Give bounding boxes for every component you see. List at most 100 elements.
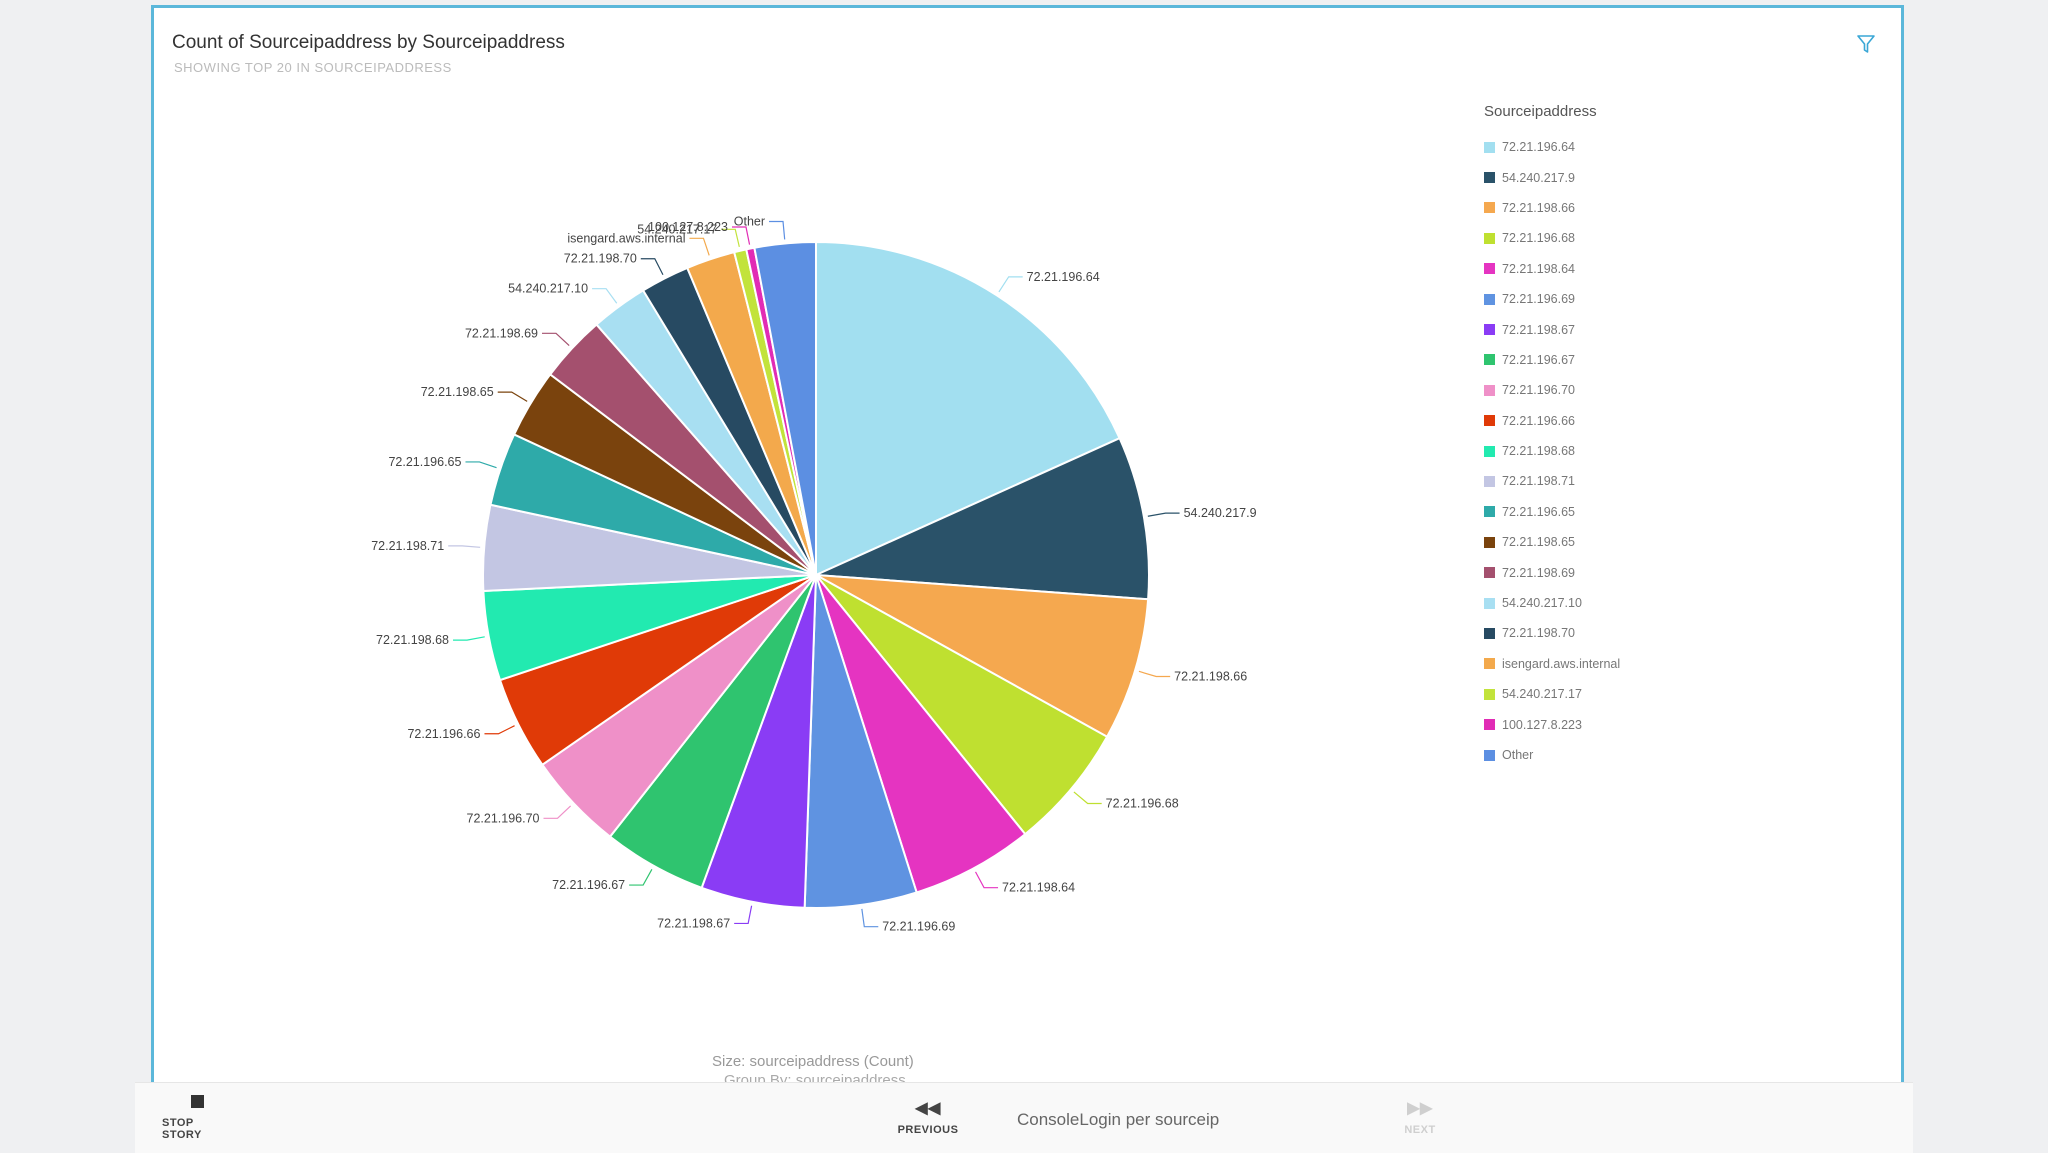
- legend: Sourceipaddress 72.21.196.64 54.240.217.9…: [1484, 103, 1620, 770]
- legend-label: isengard.aws.internal: [1502, 656, 1621, 671]
- slice-leader-line: [543, 805, 572, 819]
- pie-slice[interactable]: [815, 436, 1150, 601]
- next-button[interactable]: ▶▶ NEXT: [1390, 1083, 1450, 1153]
- legend-item[interactable]: Other: [1484, 740, 1620, 770]
- legend-swatch: [1484, 719, 1495, 731]
- slice-leader-line: [1138, 670, 1171, 678]
- slice-label: 72.21.198.68: [376, 633, 449, 647]
- slice-label: 72.21.196.68: [1106, 797, 1179, 811]
- legend-title: Sourceipaddress: [1484, 103, 1597, 120]
- story-footer: STOP STORY ◀◀ PREVIOUS ▶▶ NEXT: [135, 1082, 1913, 1153]
- legend-items: 72.21.196.64 54.240.217.9 72.21.198.66 72.2…: [1484, 132, 1620, 770]
- slice-leader-line: [861, 908, 879, 928]
- slice-leader-line: [448, 545, 481, 548]
- pie-slice[interactable]: [815, 574, 1150, 739]
- legend-label: 100.127.8.223: [1502, 717, 1582, 732]
- legend-item[interactable]: 72.21.198.69: [1484, 557, 1620, 587]
- legend-label: 72.21.196.67: [1502, 352, 1575, 367]
- pie-slice[interactable]: [815, 574, 1027, 894]
- slice-label: 100.127.8.223: [648, 220, 728, 234]
- legend-label: 72.21.198.64: [1502, 261, 1575, 276]
- legend-swatch: [1484, 445, 1495, 457]
- legend-item[interactable]: 72.21.198.66: [1484, 193, 1620, 223]
- legend-swatch: [1484, 202, 1495, 214]
- slice-label: isengard.aws.internal: [567, 231, 685, 245]
- legend-swatch: [1484, 263, 1495, 275]
- slice-label: 72.21.198.65: [421, 385, 494, 399]
- legend-swatch: [1484, 536, 1495, 548]
- slice-label: 72.21.198.67: [657, 916, 730, 930]
- legend-item[interactable]: 72.21.198.67: [1484, 314, 1620, 344]
- legend-swatch: [1484, 293, 1495, 305]
- slice-leader-line: [640, 258, 664, 276]
- stop-story-label: STOP STORY: [162, 1117, 202, 1141]
- legend-item[interactable]: 72.21.198.68: [1484, 436, 1620, 466]
- slice-leader-line: [629, 869, 653, 886]
- slice-leader-line: [1073, 791, 1102, 805]
- legend-item[interactable]: 72.21.196.68: [1484, 223, 1620, 253]
- previous-button[interactable]: ◀◀ PREVIOUS: [893, 1083, 963, 1153]
- slice-label: 54.240.217.17: [637, 222, 717, 236]
- chart-title: Count of Sourceipaddress by Sourceipaddr…: [172, 32, 565, 53]
- legend-swatch: [1484, 627, 1495, 639]
- legend-item[interactable]: 72.21.198.70: [1484, 618, 1620, 648]
- pie-slice[interactable]: [753, 240, 817, 576]
- legend-label: 72.21.196.69: [1502, 292, 1575, 307]
- legend-item[interactable]: 54.240.217.17: [1484, 679, 1620, 709]
- legend-swatch: [1484, 141, 1495, 153]
- slice-leader-line: [592, 288, 618, 304]
- slice-label: 72.21.198.69: [465, 326, 538, 340]
- pie-slice[interactable]: [815, 574, 1109, 836]
- rewind-icon: ◀◀: [915, 1100, 941, 1117]
- legend-label: 72.21.198.66: [1502, 200, 1575, 215]
- legend-item[interactable]: 54.240.217.10: [1484, 588, 1620, 618]
- legend-label: 72.21.196.70: [1502, 383, 1575, 398]
- legend-item[interactable]: isengard.aws.internal: [1484, 649, 1620, 679]
- legend-swatch: [1484, 475, 1495, 487]
- legend-item[interactable]: 72.21.196.67: [1484, 345, 1620, 375]
- slice-leader-line: [769, 220, 786, 240]
- stop-story-button[interactable]: STOP STORY: [162, 1083, 232, 1153]
- legend-swatch: [1484, 506, 1495, 518]
- next-label: NEXT: [1404, 1124, 1436, 1136]
- legend-item[interactable]: 72.21.196.66: [1484, 406, 1620, 436]
- legend-swatch: [1484, 567, 1495, 579]
- slice-label: 72.21.196.69: [882, 920, 955, 934]
- legend-item[interactable]: 72.21.198.64: [1484, 254, 1620, 284]
- legend-item[interactable]: 72.21.196.70: [1484, 375, 1620, 405]
- pie-slice[interactable]: [815, 240, 1121, 577]
- legend-label: 72.21.196.66: [1502, 413, 1575, 428]
- slice-label: 72.21.196.70: [467, 811, 540, 825]
- legend-label: 72.21.196.64: [1502, 140, 1575, 155]
- slice-leader-line: [465, 461, 497, 469]
- slice-leader-line: [484, 725, 515, 735]
- legend-item[interactable]: 100.127.8.223: [1484, 709, 1620, 739]
- slice-leader-line: [689, 237, 710, 256]
- slice-label: 72.21.198.70: [564, 252, 637, 266]
- legend-swatch: [1484, 232, 1495, 244]
- legend-label: 72.21.196.68: [1502, 231, 1575, 246]
- legend-label: 54.240.217.9: [1502, 170, 1575, 185]
- legend-swatch: [1484, 384, 1495, 396]
- legend-swatch: [1484, 354, 1495, 366]
- legend-label: 72.21.198.69: [1502, 565, 1575, 580]
- legend-item[interactable]: 54.240.217.9: [1484, 162, 1620, 192]
- legend-item[interactable]: 72.21.198.65: [1484, 527, 1620, 557]
- legend-item[interactable]: 72.21.196.65: [1484, 497, 1620, 527]
- legend-item[interactable]: 72.21.198.71: [1484, 466, 1620, 496]
- legend-swatch: [1484, 658, 1495, 670]
- legend-item[interactable]: 72.21.196.64: [1484, 132, 1620, 162]
- legend-label: 72.21.198.71: [1502, 474, 1575, 489]
- story-name: ConsoleLogin per sourceip: [1017, 1110, 1220, 1129]
- legend-item[interactable]: 72.21.196.69: [1484, 284, 1620, 314]
- slice-leader-line: [541, 332, 570, 346]
- slice-label: 72.21.198.64: [1002, 881, 1075, 895]
- slice-label: 72.21.198.66: [1174, 670, 1247, 684]
- legend-swatch: [1484, 415, 1495, 427]
- legend-label: 72.21.198.68: [1502, 444, 1575, 459]
- slice-label: 54.240.217.9: [1184, 506, 1257, 520]
- legend-swatch: [1484, 688, 1495, 700]
- funnel-icon[interactable]: [1855, 33, 1877, 55]
- size-caption: Size: sourceipaddress (Count): [712, 1053, 914, 1070]
- slice-leader-line: [497, 391, 528, 402]
